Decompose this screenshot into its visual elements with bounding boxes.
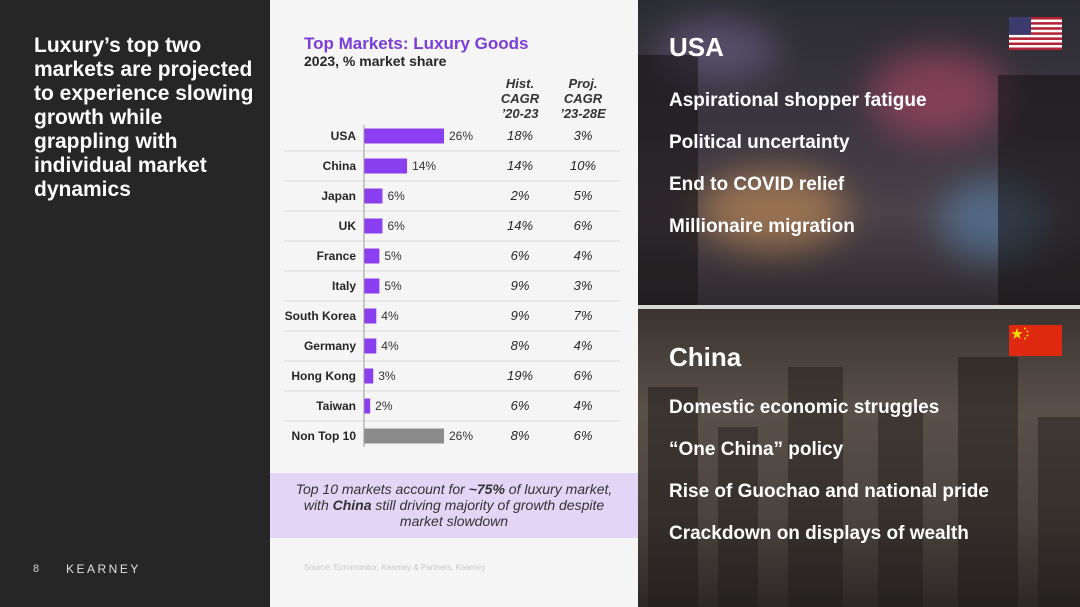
us-flag-icon xyxy=(1009,17,1062,50)
chart-subtitle: 2023, % market share xyxy=(304,53,447,69)
proj-cagr-value: 6% xyxy=(574,218,593,233)
left-panel: Luxury’s top two markets are projected t… xyxy=(0,0,270,607)
category-label: China xyxy=(323,159,357,173)
value-label: 6% xyxy=(387,189,405,203)
hist-cagr-value: 8% xyxy=(511,428,530,443)
category-label: France xyxy=(317,249,357,263)
china-flag-icon xyxy=(1009,325,1062,356)
value-label: 5% xyxy=(384,279,402,293)
chart-panel: Top Markets: Luxury Goods 2023, % market… xyxy=(270,0,638,607)
hist-cagr-value: 8% xyxy=(511,338,530,353)
hist-cagr-value: 14% xyxy=(507,218,533,233)
headline: Luxury’s top two markets are projected t… xyxy=(34,34,254,201)
panel-divider xyxy=(638,305,1080,309)
china-panel: China Domestic economic struggles “One C… xyxy=(638,309,1080,607)
list-item: Aspirational shopper fatigue xyxy=(669,90,927,111)
proj-cagr-value: 10% xyxy=(570,158,596,173)
proj-cagr-header: Proj. CAGR ’23-28E xyxy=(560,76,606,121)
page-number: 8 xyxy=(33,563,40,575)
proj-cagr-value: 3% xyxy=(574,278,593,293)
hist-cagr-value: 9% xyxy=(511,308,530,323)
hist-cagr-value: 9% xyxy=(511,278,530,293)
list-item: Political uncertainty xyxy=(669,132,850,153)
hist-cagr-value: 18% xyxy=(507,128,533,143)
bar xyxy=(364,188,383,204)
usa-factors-list: Aspirational shopper fatigue Political u… xyxy=(669,80,927,248)
usa-panel: USA Aspirational shopper fatigue Politic… xyxy=(638,0,1080,305)
category-label: Germany xyxy=(304,339,356,353)
hist-cagr-value: 6% xyxy=(511,248,530,263)
hist-cagr-value: 19% xyxy=(507,368,533,383)
bar xyxy=(364,248,380,264)
hist-cagr-value: 2% xyxy=(510,188,530,203)
proj-cagr-value: 4% xyxy=(574,248,593,263)
value-label: 5% xyxy=(384,249,402,263)
bar xyxy=(364,368,374,384)
bar xyxy=(364,308,377,324)
proj-cagr-value: 6% xyxy=(574,428,593,443)
china-title: China xyxy=(669,342,742,372)
callout-box: Top 10 markets account for ~75% of luxur… xyxy=(270,473,638,538)
category-label: Non Top 10 xyxy=(292,429,357,443)
bar xyxy=(364,398,371,414)
list-item: Rise of Guochao and national pride xyxy=(669,481,989,502)
category-label: South Korea xyxy=(285,309,357,323)
proj-cagr-value: 4% xyxy=(574,338,593,353)
category-label: USA xyxy=(331,129,357,143)
value-label: 4% xyxy=(381,309,399,323)
proj-cagr-value: 6% xyxy=(574,368,593,383)
category-label: Taiwan xyxy=(316,399,356,413)
value-label: 6% xyxy=(387,219,405,233)
list-item: End to COVID relief xyxy=(669,174,845,195)
source-note: Source: Euromonitor, Kearney & Partners,… xyxy=(304,563,486,572)
category-label: Hong Kong xyxy=(291,369,356,383)
bar xyxy=(364,128,444,144)
proj-cagr-value: 4% xyxy=(574,398,593,413)
value-label: 26% xyxy=(449,429,473,443)
callout-text: Top 10 markets account for ~75% of luxur… xyxy=(295,481,613,529)
value-label: 14% xyxy=(412,159,436,173)
value-label: 3% xyxy=(378,369,396,383)
value-label: 4% xyxy=(381,339,399,353)
bar xyxy=(364,428,444,444)
china-factors-list: Domestic economic struggles “One China” … xyxy=(669,387,989,555)
hist-cagr-value: 14% xyxy=(507,158,533,173)
bar xyxy=(364,218,383,234)
category-label: Italy xyxy=(332,279,356,293)
list-item: Crackdown on displays of wealth xyxy=(669,523,969,544)
list-item: “One China” policy xyxy=(669,439,844,460)
hist-cagr-value: 6% xyxy=(511,398,530,413)
bar xyxy=(364,338,377,354)
category-label: UK xyxy=(339,219,357,233)
category-label: Japan xyxy=(321,189,356,203)
market-share-chart: USA 26% 18% 3% China 14% 14% 10% Japan 6% 2% 5% UK 6%… xyxy=(284,125,620,447)
list-item: Domestic economic struggles xyxy=(669,397,940,418)
bar xyxy=(364,158,408,174)
proj-cagr-value: 5% xyxy=(574,188,593,203)
brand-logo: KEARNEY xyxy=(66,562,141,576)
proj-cagr-value: 3% xyxy=(574,128,593,143)
bar xyxy=(364,278,380,294)
proj-cagr-value: 7% xyxy=(574,308,593,323)
value-label: 2% xyxy=(375,399,393,413)
list-item: Millionaire migration xyxy=(669,216,855,237)
usa-title: USA xyxy=(669,32,724,62)
hist-cagr-header: Hist. CAGR ’20-23 xyxy=(500,76,540,121)
value-label: 26% xyxy=(449,129,473,143)
chart-title: Top Markets: Luxury Goods xyxy=(304,34,529,53)
